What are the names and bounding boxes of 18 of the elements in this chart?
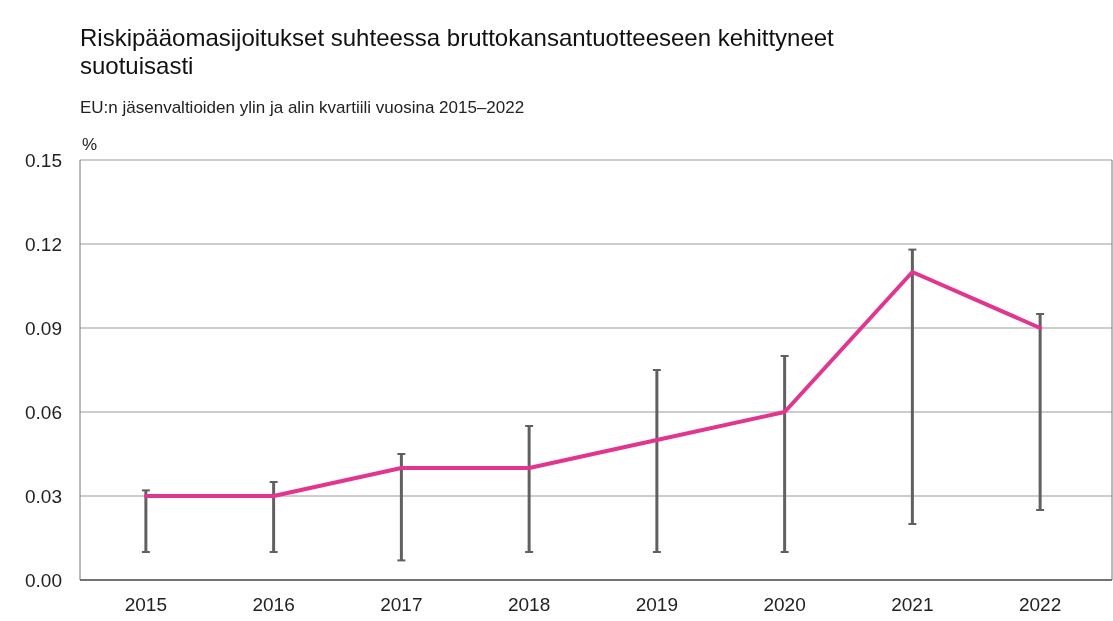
- chart-subtitle: EU:n jäsenvaltioiden ylin ja alin kvartiili vuosina 2015–2022: [80, 98, 525, 117]
- x-tick-label: 2019: [635, 594, 679, 615]
- x-tick-label: 2020: [763, 594, 806, 615]
- x-tick-label: 2015: [124, 594, 168, 615]
- line-series: [143, 270, 1043, 498]
- y-tick-label: 0.12: [25, 233, 62, 255]
- x-tick-label: 2022: [1018, 594, 1062, 615]
- y-tick-label: 0.06: [25, 401, 62, 423]
- x-tick-label: 2016: [252, 594, 295, 615]
- chart-title: Riskipääomasijoitukset suhteessa bruttokansantuotteeseen kehittyneet suotuisasti: [80, 24, 835, 79]
- y-tick-label: 0.03: [25, 485, 62, 507]
- x-tick-label: 2021: [891, 594, 934, 615]
- x-tick-label: 2018: [507, 594, 551, 615]
- x-tick-label: 2017: [380, 594, 423, 615]
- y-tick-label: 0.09: [25, 317, 62, 339]
- y-axis-title: %: [82, 135, 98, 154]
- y-tick-label: 0.00: [25, 569, 62, 591]
- y-tick-label: 0.15: [25, 149, 62, 171]
